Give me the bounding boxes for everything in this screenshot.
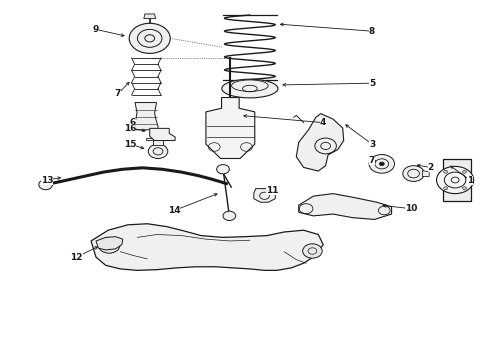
Polygon shape [254,189,275,202]
Polygon shape [134,103,158,130]
Text: 6: 6 [129,118,136,127]
Polygon shape [144,14,156,19]
Circle shape [444,170,448,173]
Circle shape [98,237,120,253]
Text: 12: 12 [70,253,83,262]
Circle shape [379,162,384,166]
Polygon shape [146,138,170,145]
Text: 10: 10 [405,204,417,213]
Text: 16: 16 [124,123,136,132]
Text: 14: 14 [168,206,180,215]
Text: 1: 1 [466,176,473,185]
Circle shape [444,187,448,190]
Text: 11: 11 [266,186,278,195]
Text: 8: 8 [369,27,375,36]
Text: 5: 5 [369,79,375,88]
Text: 2: 2 [428,163,434,172]
Text: 13: 13 [41,176,53,185]
Text: 4: 4 [320,118,326,127]
Polygon shape [206,98,255,158]
Circle shape [437,166,474,194]
Polygon shape [422,171,429,176]
Circle shape [463,170,466,173]
Text: 7: 7 [115,89,121,98]
Circle shape [148,144,168,158]
Ellipse shape [222,79,278,98]
Circle shape [129,23,170,53]
Circle shape [217,165,229,174]
Bar [443,159,471,201]
Circle shape [463,187,466,190]
Text: 7: 7 [369,156,375,165]
Polygon shape [296,114,343,171]
Polygon shape [96,237,123,250]
Polygon shape [299,194,392,220]
Circle shape [39,180,52,190]
Circle shape [303,244,322,258]
Circle shape [369,154,394,173]
Polygon shape [91,224,323,270]
Text: 15: 15 [124,140,136,149]
Circle shape [403,166,424,181]
Text: 3: 3 [369,140,375,149]
Text: 9: 9 [93,25,99,34]
Circle shape [223,211,236,221]
Polygon shape [150,129,175,140]
